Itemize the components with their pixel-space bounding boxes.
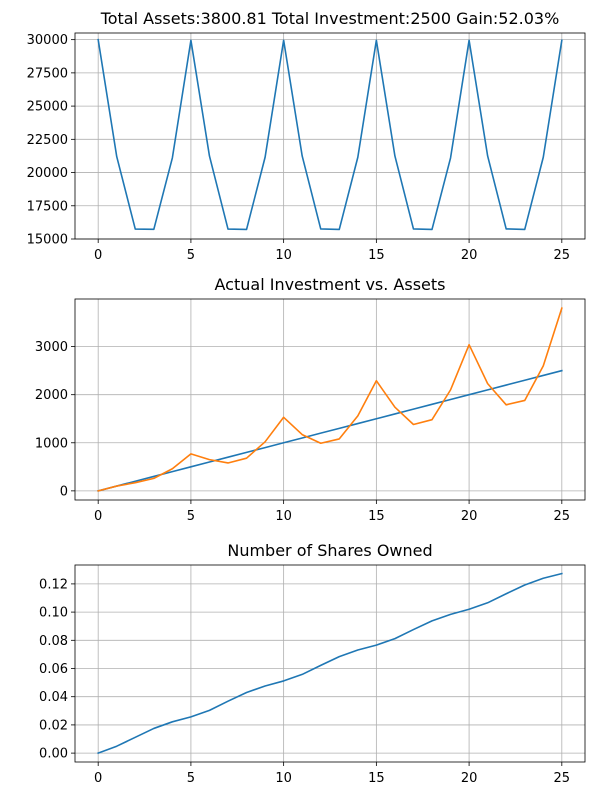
y-tick-label: 30000: [27, 33, 68, 48]
x-tick-label: 5: [187, 509, 195, 524]
chart-title: Number of Shares Owned: [227, 541, 432, 560]
y-tick-label: 2000: [35, 388, 68, 403]
y-tick-label: 15000: [27, 233, 68, 248]
chart-title: Total Assets:3800.81 Total Investment:25…: [100, 9, 560, 28]
chart-shares-owned: Number of Shares Owned 0 5 10 15 20 25 0.00 0.0…: [39, 541, 586, 786]
x-tick-label: 15: [368, 509, 385, 524]
x-tick-label: 10: [275, 509, 292, 524]
x-tick-label: 25: [554, 248, 571, 263]
series-line-0: [97, 369, 563, 492]
y-tick-label: 27500: [27, 66, 68, 81]
y-tick-label: 17500: [27, 199, 68, 214]
x-tick-label: 15: [368, 248, 385, 263]
y-tick-label: 25000: [27, 100, 68, 115]
series-line-0: [97, 38, 563, 231]
chart-title: Actual Investment vs. Assets: [215, 275, 446, 294]
x-tick-label: 20: [461, 771, 478, 786]
x-tick-label: 25: [554, 771, 571, 786]
y-tick-label: 3000: [35, 340, 68, 355]
y-tick-label: 0.06: [39, 662, 68, 677]
x-tick-label: 15: [368, 771, 385, 786]
x-tick-label: 0: [94, 248, 102, 263]
series-line-0: [97, 572, 563, 755]
x-tick-label: 5: [187, 248, 195, 263]
y-tick-label: 0: [60, 484, 68, 499]
y-tick-label: 0.00: [39, 747, 68, 762]
x-tick-label: 10: [275, 248, 292, 263]
x-tick-label: 20: [461, 509, 478, 524]
chart-investment-vs-assets: Actual Investment vs. Assets 0 5 10 15 20 25 0…: [35, 275, 586, 524]
series-line-1: [97, 307, 563, 492]
y-tick-label: 0.08: [39, 634, 68, 649]
x-tick-label: 0: [94, 509, 102, 524]
y-tick-label: 22500: [27, 133, 68, 148]
y-tick-label: 0.02: [39, 718, 68, 733]
y-tick-label: 0.04: [39, 690, 68, 705]
y-tick-label: 0.10: [39, 606, 68, 621]
chart-total-assets: Total Assets:3800.81 Total Investment:25…: [27, 9, 586, 263]
y-tick-label: 0.12: [39, 577, 68, 592]
plot-frame: [74, 564, 586, 763]
plot-frame: [74, 298, 586, 501]
y-tick-label: 20000: [27, 166, 68, 181]
plot-frame: [74, 32, 586, 240]
x-tick-label: 20: [461, 248, 478, 263]
x-tick-label: 0: [94, 771, 102, 786]
x-tick-label: 25: [554, 509, 571, 524]
x-tick-label: 5: [187, 771, 195, 786]
x-tick-label: 10: [275, 771, 292, 786]
y-tick-label: 1000: [35, 436, 68, 451]
